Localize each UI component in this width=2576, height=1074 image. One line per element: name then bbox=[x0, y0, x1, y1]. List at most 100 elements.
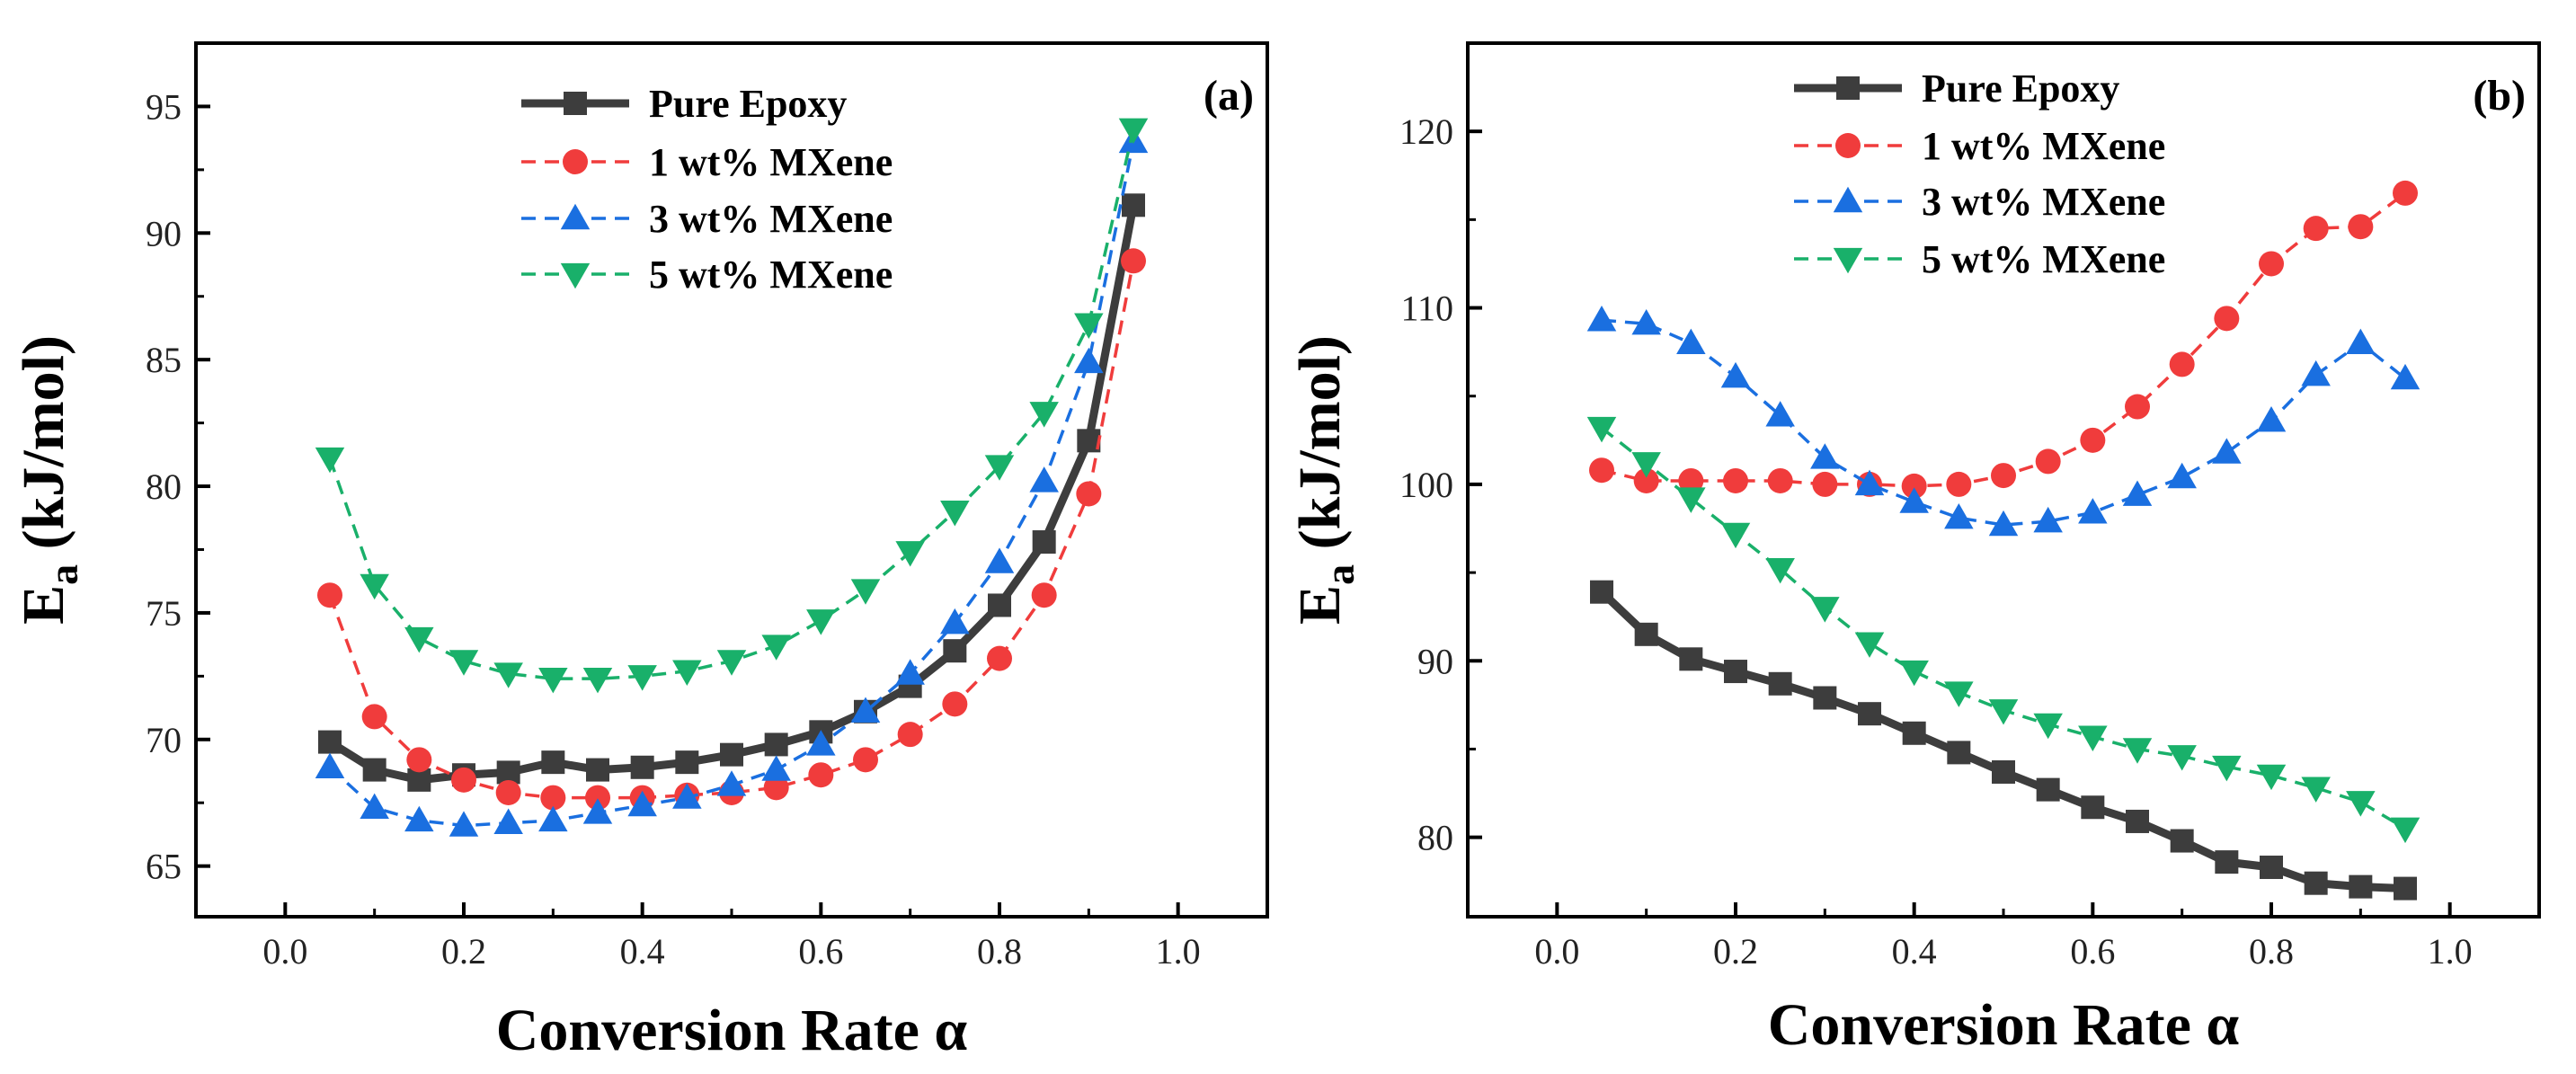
data-point bbox=[2215, 850, 2239, 874]
data-point bbox=[1944, 502, 1974, 529]
data-point bbox=[360, 793, 389, 820]
data-point bbox=[1032, 530, 1056, 555]
panel-label: (a) bbox=[1204, 72, 1254, 120]
data-point bbox=[585, 785, 610, 811]
series-line bbox=[1601, 318, 2407, 527]
data-point bbox=[1946, 471, 1972, 497]
x-tick-label: 0.8 bbox=[977, 931, 1022, 972]
x-tick-label: 0.0 bbox=[1534, 931, 1579, 972]
data-point bbox=[2170, 829, 2194, 853]
data-point bbox=[761, 635, 791, 661]
legend-marker bbox=[564, 92, 587, 115]
data-point bbox=[761, 755, 791, 781]
data-point bbox=[360, 573, 389, 600]
data-point bbox=[2080, 427, 2106, 453]
data-point bbox=[2078, 725, 2108, 751]
y-axis-title: Ea (kJ/mol) bbox=[11, 335, 86, 625]
panel-a: 0.0 0.2 0.4 0.6 0.8 1.0 65 70 75 80 85 90 95 Conversi… bbox=[11, 41, 1269, 1063]
data-point bbox=[1944, 681, 1974, 707]
data-point bbox=[1765, 401, 1795, 427]
data-point bbox=[2081, 795, 2105, 820]
data-point bbox=[806, 609, 836, 635]
legend-label: 3 wt% MXene bbox=[649, 197, 893, 241]
data-point bbox=[942, 691, 968, 717]
data-point bbox=[406, 747, 432, 773]
data-point bbox=[362, 758, 386, 782]
data-point bbox=[2033, 506, 2063, 533]
data-point bbox=[987, 645, 1012, 671]
data-point bbox=[2394, 876, 2417, 901]
data-point bbox=[850, 697, 881, 723]
series-3-wt-mxene bbox=[315, 127, 1149, 837]
data-point bbox=[1029, 402, 1059, 428]
data-point bbox=[318, 730, 342, 754]
data-point bbox=[984, 547, 1015, 573]
data-point bbox=[540, 785, 566, 811]
legend-entry: 1 wt% MXene bbox=[521, 140, 893, 184]
x-tick-label: 0.0 bbox=[262, 931, 307, 972]
data-point bbox=[2214, 306, 2240, 332]
legend-marker bbox=[560, 203, 591, 230]
data-point bbox=[1858, 702, 1881, 726]
data-point bbox=[2167, 745, 2197, 771]
data-point bbox=[850, 579, 881, 605]
data-point bbox=[630, 755, 654, 779]
legend-entry: 3 wt% MXene bbox=[1794, 180, 2165, 224]
data-point bbox=[895, 541, 925, 567]
data-point bbox=[2346, 791, 2376, 817]
y-tick-label: 70 bbox=[146, 720, 182, 760]
series-5-wt-mxene bbox=[1586, 416, 2421, 844]
data-point bbox=[1074, 313, 1104, 339]
data-point bbox=[315, 447, 345, 474]
series-line bbox=[1598, 589, 2406, 893]
data-point bbox=[2301, 359, 2331, 386]
data-point bbox=[1988, 699, 2019, 725]
legend-label: 5 wt% MXene bbox=[649, 253, 893, 297]
data-point bbox=[449, 650, 479, 676]
data-point bbox=[1589, 457, 1614, 484]
x-tick-label: 0.8 bbox=[2249, 931, 2294, 972]
legend-label: Pure Epoxy bbox=[649, 82, 847, 126]
data-point bbox=[2303, 216, 2329, 242]
legend-marker bbox=[1833, 186, 1863, 213]
y-axis-title-unit: (kJ/mol) bbox=[1287, 335, 1353, 564]
data-point bbox=[806, 730, 836, 756]
y-tick-label: 80 bbox=[146, 466, 182, 507]
data-point bbox=[1679, 647, 1703, 671]
data-point bbox=[716, 650, 747, 676]
data-point bbox=[1631, 308, 1661, 335]
data-point bbox=[2078, 498, 2108, 524]
data-point bbox=[1634, 622, 1658, 646]
data-point bbox=[940, 608, 970, 635]
data-point bbox=[895, 659, 925, 685]
x-tick-label: 1.0 bbox=[2428, 931, 2473, 972]
data-point bbox=[1854, 469, 1885, 496]
data-point bbox=[404, 805, 434, 832]
y-tick-label: 120 bbox=[1399, 111, 1453, 152]
data-point bbox=[2122, 480, 2153, 506]
series-pure-epoxy bbox=[1590, 580, 2417, 901]
data-point bbox=[1074, 347, 1104, 374]
data-point bbox=[2212, 438, 2242, 464]
legend-label: 1 wt% MXene bbox=[649, 140, 893, 184]
data-point bbox=[1633, 467, 1659, 493]
data-point bbox=[1899, 660, 1929, 687]
data-point bbox=[2167, 462, 2197, 489]
legend-marker bbox=[563, 149, 588, 174]
data-point bbox=[2035, 448, 2061, 475]
data-point bbox=[1902, 721, 1926, 745]
data-point bbox=[1810, 443, 1840, 469]
x-tick-label: 0.4 bbox=[1892, 931, 1937, 972]
data-point bbox=[1901, 473, 1927, 499]
legend-entry: 5 wt% MXene bbox=[521, 253, 893, 297]
data-point bbox=[2390, 363, 2421, 390]
legend-marker bbox=[1835, 133, 1861, 158]
data-point bbox=[2126, 809, 2149, 833]
series-1-wt-mxene bbox=[317, 248, 1146, 811]
data-point bbox=[984, 455, 1015, 481]
legend-label: 3 wt% MXene bbox=[1922, 180, 2165, 224]
legend-entry: Pure Epoxy bbox=[1794, 67, 2119, 111]
data-point bbox=[627, 665, 657, 691]
panel-label: (b) bbox=[2473, 72, 2526, 120]
series-line bbox=[328, 260, 1135, 800]
